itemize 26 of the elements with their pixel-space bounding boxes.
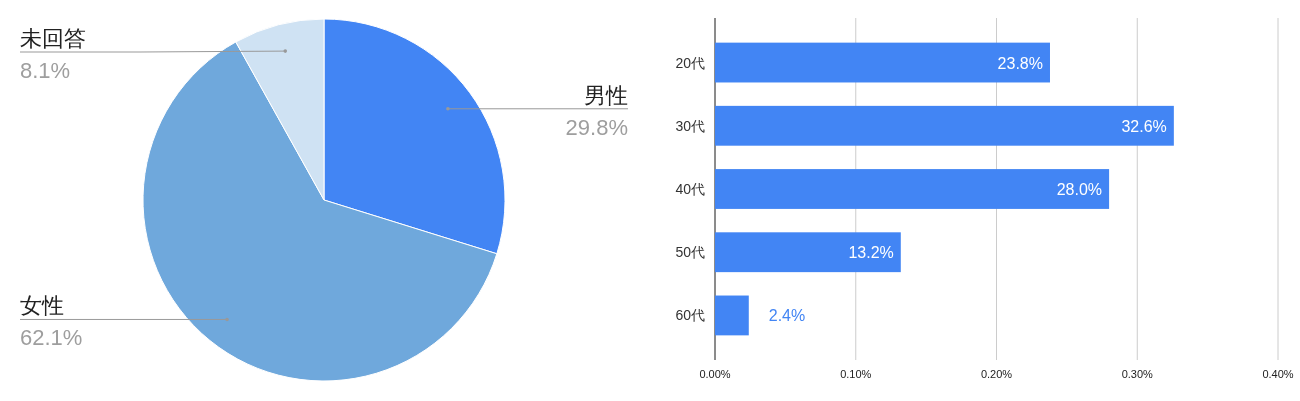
y-tick-label: 40代 (675, 181, 705, 197)
slice-label: 女性 (20, 293, 64, 319)
data-label: 8.1% (20, 58, 71, 83)
bar (715, 295, 749, 336)
x-tick-label: 0.20% (980, 368, 1013, 380)
bar (715, 169, 1110, 209)
slice-label: 男性 (584, 82, 628, 108)
x-tick-label: 0.10% (840, 368, 872, 380)
y-tick-label: 50代 (675, 244, 705, 261)
y-tick-label: 60代 (675, 307, 705, 324)
y-tick-label: 30代 (675, 117, 705, 134)
bar (715, 232, 901, 273)
bar (715, 105, 1174, 146)
x-tick-label: 0.40% (1262, 368, 1294, 380)
data-label: 32.6% (1121, 117, 1167, 135)
x-tick-label: 0.00% (699, 368, 731, 380)
data-label: 62.1% (20, 325, 83, 351)
x-tick-label: 0.30% (1121, 368, 1154, 380)
data-label: 23.8% (997, 54, 1043, 72)
data-label: 13.2% (848, 244, 894, 262)
slice-label: 未回答 (20, 26, 86, 51)
bar (715, 42, 1050, 83)
y-tick-label: 20代 (675, 54, 705, 71)
data-label: 28.0% (1056, 181, 1103, 198)
data-label: 29.8% (565, 114, 628, 140)
data-label: 2.4% (768, 307, 806, 325)
